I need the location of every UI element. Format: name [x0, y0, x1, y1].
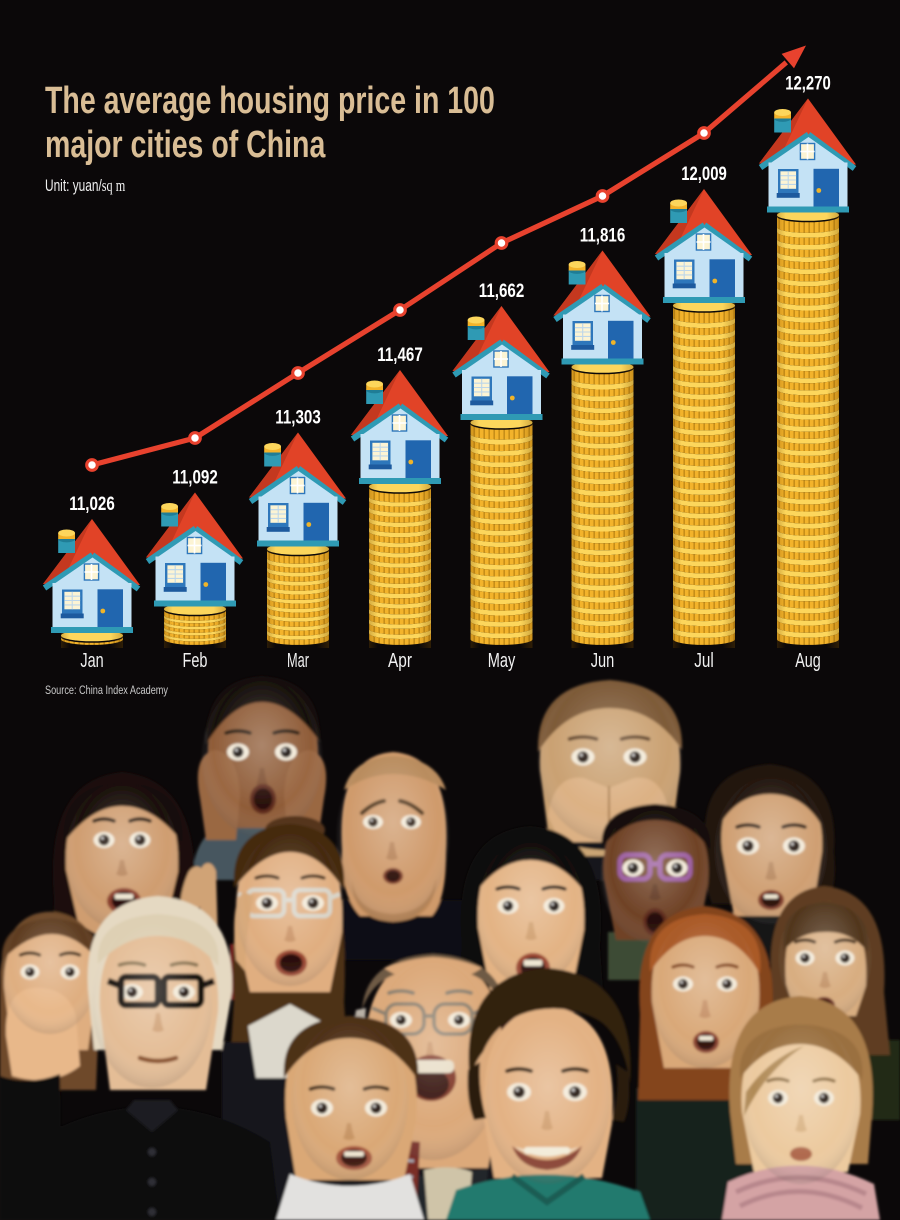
- svg-text:Jun: Jun: [591, 649, 615, 672]
- svg-text:Jul: Jul: [694, 649, 714, 672]
- svg-text:11,816: 11,816: [580, 226, 626, 247]
- svg-text:Mar: Mar: [287, 649, 309, 672]
- svg-text:Jan: Jan: [80, 649, 103, 672]
- svg-text:11,662: 11,662: [479, 281, 525, 302]
- svg-text:12,270: 12,270: [785, 74, 831, 95]
- svg-text:12,009: 12,009: [681, 164, 727, 185]
- svg-text:Apr: Apr: [388, 649, 412, 672]
- svg-text:11,303: 11,303: [275, 408, 321, 429]
- svg-text:Aug: Aug: [795, 649, 821, 672]
- svg-text:Source: China Index Academy: Source: China Index Academy: [45, 683, 169, 697]
- svg-text:11,092: 11,092: [172, 468, 218, 489]
- svg-text:Feb: Feb: [183, 649, 208, 672]
- svg-text:11,467: 11,467: [377, 345, 423, 366]
- svg-text:May: May: [488, 649, 516, 672]
- svg-text:11,026: 11,026: [69, 494, 115, 515]
